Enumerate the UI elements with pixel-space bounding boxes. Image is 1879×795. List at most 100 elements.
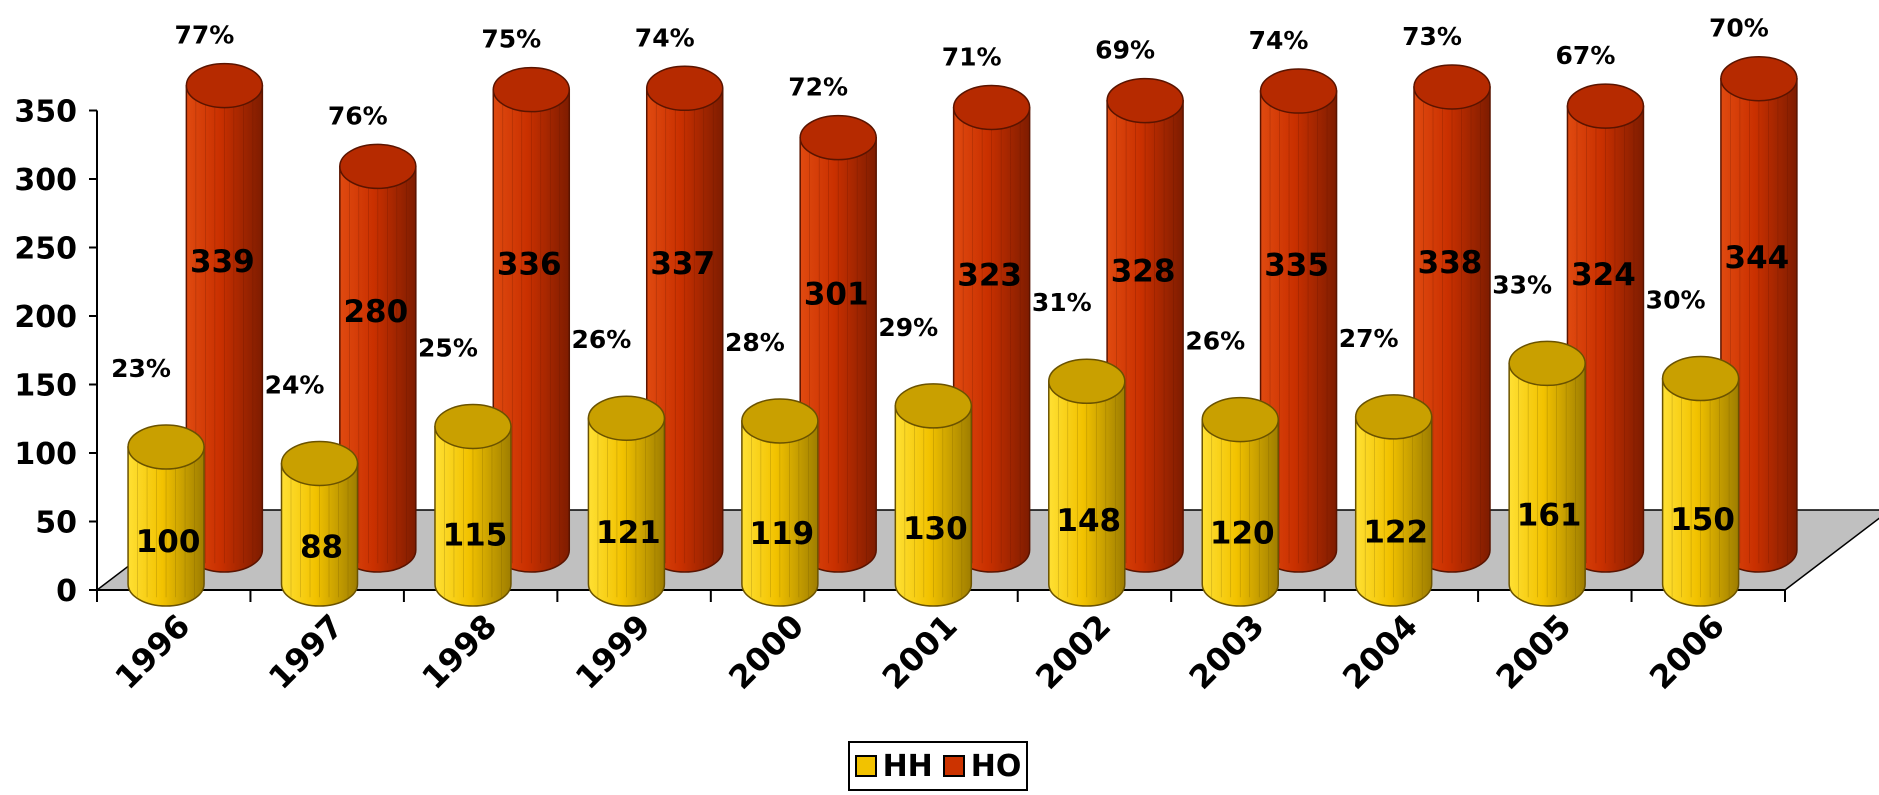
bar-top (952, 84, 1031, 131)
percent-label-hh: 28% (725, 328, 785, 357)
y-tick-label: 250 (14, 232, 77, 267)
bar-body (1201, 418, 1279, 607)
bar-top (799, 114, 877, 161)
data-label-ho: 301 (804, 276, 869, 312)
percent-label-ho: 67% (1556, 41, 1616, 70)
legend-swatch-hh (854, 755, 877, 777)
bar-hh (1661, 355, 1740, 607)
data-label-ho: 338 (1418, 245, 1483, 281)
percent-label-hh: 23% (111, 354, 171, 383)
percent-label-ho: 73% (1402, 22, 1462, 51)
y-tick-label: 200 (14, 300, 77, 335)
bar-hh (741, 398, 819, 607)
data-label-ho: 339 (190, 244, 255, 280)
bar-hh (280, 440, 359, 607)
bar-top (127, 424, 205, 470)
data-label-hh: 148 (1056, 503, 1121, 539)
bar-hh (1048, 358, 1126, 607)
percent-label-ho: 76% (328, 101, 388, 130)
bar-body (127, 446, 205, 607)
x-tick-label: 1998 (414, 607, 504, 697)
percent-label-hh: 29% (878, 313, 938, 342)
bar-hh (894, 383, 973, 607)
y-tick-label: 100 (14, 437, 77, 472)
bar-hh (1508, 340, 1586, 607)
x-tick-label: 2003 (1182, 607, 1272, 697)
x-tick-label: 2004 (1335, 607, 1425, 697)
y-tick-label: 0 (56, 574, 77, 609)
bar-top (1508, 340, 1586, 387)
bar-top (1354, 394, 1433, 440)
data-label-ho: 344 (1725, 240, 1790, 276)
percent-label-ho: 70% (1709, 14, 1769, 43)
data-label-ho: 328 (1111, 253, 1176, 289)
y-tick-label: 300 (14, 163, 77, 198)
bar-body (1048, 380, 1126, 607)
x-tick-label: 2002 (1028, 607, 1118, 697)
x-tick-label: 1996 (108, 607, 198, 697)
data-label-hh: 100 (136, 524, 201, 560)
bar-ho (799, 114, 877, 573)
data-label-hh: 88 (300, 529, 343, 565)
percent-label-hh: 25% (418, 333, 478, 362)
x-tick-label: 2005 (1489, 607, 1579, 697)
legend-item-hh: HH (854, 748, 933, 784)
bar-hh (434, 403, 512, 607)
percent-label-ho: 72% (788, 73, 848, 102)
bar-hh (1354, 394, 1433, 607)
percent-label-hh: 30% (1646, 286, 1706, 315)
x-tick-label: 1997 (261, 607, 351, 697)
data-label-hh: 130 (903, 511, 968, 547)
y-tick-label: 350 (14, 95, 77, 130)
bar-top (185, 62, 264, 109)
bar-body (741, 420, 819, 607)
bar-hh (1201, 396, 1279, 607)
data-label-ho: 337 (650, 246, 715, 282)
percent-label-ho: 71% (942, 42, 1002, 71)
data-label-ho: 336 (497, 247, 562, 283)
data-label-ho: 324 (1571, 257, 1636, 293)
percent-label-ho: 77% (174, 21, 234, 50)
data-label-hh: 122 (1363, 515, 1428, 551)
data-label-ho: 323 (957, 258, 1022, 294)
bar-body (434, 425, 512, 607)
bar-top (1259, 68, 1338, 114)
bar-top (587, 395, 666, 441)
bar-ho (1106, 77, 1184, 573)
legend-swatch-ho (942, 755, 965, 777)
percent-label-hh: 26% (1185, 327, 1245, 356)
bar-top (434, 403, 512, 450)
data-label-hh: 115 (443, 518, 508, 554)
bar-top (1661, 355, 1740, 402)
x-tick-label: 2006 (1642, 607, 1732, 697)
bar-body (280, 462, 359, 607)
bar-top (741, 398, 819, 444)
bar-body (1354, 416, 1433, 607)
bar-top (1413, 64, 1491, 110)
legend-label-hh: HH (882, 748, 933, 784)
bar-top (1048, 358, 1126, 404)
legend-label-ho: HO (970, 748, 1022, 784)
bar-body (894, 405, 973, 607)
percent-label-hh: 24% (265, 370, 325, 399)
bar-top (1106, 77, 1184, 124)
data-label-ho: 280 (343, 294, 408, 330)
data-label-ho: 335 (1264, 247, 1329, 283)
data-label-hh: 121 (596, 515, 661, 551)
bar-top (492, 66, 571, 113)
bar-ho (492, 66, 571, 573)
bar-hh (587, 395, 666, 607)
bar-body (1508, 362, 1586, 607)
bar-top (1566, 83, 1645, 129)
percent-label-ho: 75% (481, 25, 541, 54)
bar-top (894, 383, 973, 429)
percent-label-hh: 33% (1492, 270, 1552, 299)
bar-top (339, 143, 417, 190)
data-label-hh: 119 (750, 516, 815, 552)
bar-top (1201, 396, 1279, 443)
y-tick-label: 50 (35, 506, 77, 541)
bar-top (1720, 55, 1798, 102)
x-tick-label: 2001 (875, 607, 965, 697)
